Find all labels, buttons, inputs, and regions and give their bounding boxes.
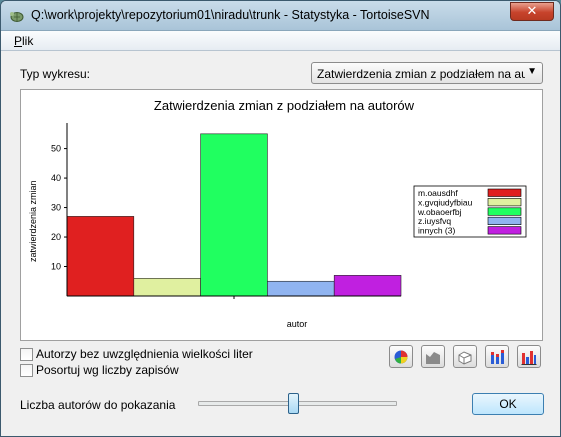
y-tick-label-50: 50 — [51, 144, 61, 154]
legend-label: innych (3) — [418, 226, 455, 236]
bar-chart-icon — [521, 351, 537, 365]
menu-plik-mnemonic: P — [14, 34, 23, 48]
chart-type-select[interactable]: Zatwierdzenia zmian z podziałem na autor… — [311, 62, 543, 84]
bar-m-oausdhf — [66, 216, 135, 297]
area-chart-icon — [426, 352, 440, 364]
menu-plik-label: lik — [22, 34, 34, 48]
author-count-label: Liczba autorów do pokazania — [20, 398, 176, 412]
bar-chart: Zatwierdzenia zmian z podziałem na autor… — [28, 98, 527, 329]
legend: m.oausdhfx.gvqiudyfbiauw.obaoerfbjz.iuys… — [413, 185, 527, 238]
pie-chart-icon — [394, 350, 408, 364]
chart-title: Zatwierdzenia zmian z podziałem na autor… — [154, 98, 415, 113]
bar-x-gvqiudyfbiau — [133, 278, 201, 297]
ok-button[interactable]: OK — [472, 393, 544, 415]
menu-plik[interactable]: Plik — [14, 34, 33, 48]
case-insensitive-checkbox[interactable] — [20, 348, 33, 361]
legend-label: m.oausdhf — [418, 188, 458, 198]
bar-innych-3- — [333, 275, 402, 297]
sort-checkbox[interactable] — [20, 364, 33, 377]
y-axis-label: zatwierdzenia zmian — [28, 180, 38, 262]
bars-group — [66, 133, 402, 297]
sort-label: Posortuj wg liczby zapisów — [36, 363, 179, 377]
3d-area-chart-button[interactable] — [453, 345, 477, 368]
stacked-bar-icon — [491, 350, 504, 364]
axes-group: 10 20 30 40 50 — [51, 123, 401, 299]
window-title: Q:\work\projekty\repozytorium01\niradu\t… — [31, 8, 430, 22]
legend-label: x.gvqiudyfbiau — [418, 197, 473, 207]
legend-swatch — [487, 198, 522, 207]
legend-swatch — [487, 226, 522, 235]
case-insensitive-label: Autorzy bez uwzględnienia wielkości lite… — [36, 347, 253, 361]
close-button[interactable]: ✕ — [510, 2, 554, 21]
y-tick-label-40: 40 — [51, 173, 61, 183]
chart-type-selected: Zatwierdzenia zmian z podziałem na autor… — [317, 67, 525, 81]
title-bar[interactable]: Q:\work\projekty\repozytorium01\niradu\t… — [1, 1, 560, 31]
stacked-bar-button[interactable] — [485, 345, 509, 368]
bar-chart-button[interactable] — [517, 345, 541, 368]
y-tick-label-10: 10 — [51, 262, 61, 272]
chart-area: Zatwierdzenia zmian z podziałem na autor… — [20, 89, 543, 341]
3d-area-chart-icon — [458, 351, 472, 365]
x-axis-label: autor — [287, 319, 308, 329]
legend-swatch — [487, 207, 522, 216]
legend-swatch — [487, 188, 522, 197]
legend-label: z.iuysfvq — [418, 216, 451, 226]
legend-label: w.obaoerfbj — [417, 207, 462, 217]
bar-z-iuysfvq — [267, 280, 335, 297]
tortoisesvn-icon — [10, 12, 24, 22]
menu-bar: Plik — [1, 31, 560, 51]
area-chart-button[interactable] — [421, 345, 445, 368]
y-tick-label-30: 30 — [51, 203, 61, 213]
author-count-slider-thumb[interactable] — [288, 393, 300, 414]
pie-chart-button[interactable] — [389, 345, 413, 368]
bar-w-obaoerfbj — [200, 133, 268, 297]
legend-swatch — [487, 216, 522, 225]
chart-type-label: Typ wykresu: — [20, 67, 91, 81]
chevron-down-icon: ▼ — [527, 66, 537, 77]
y-tick-label-20: 20 — [51, 232, 61, 242]
